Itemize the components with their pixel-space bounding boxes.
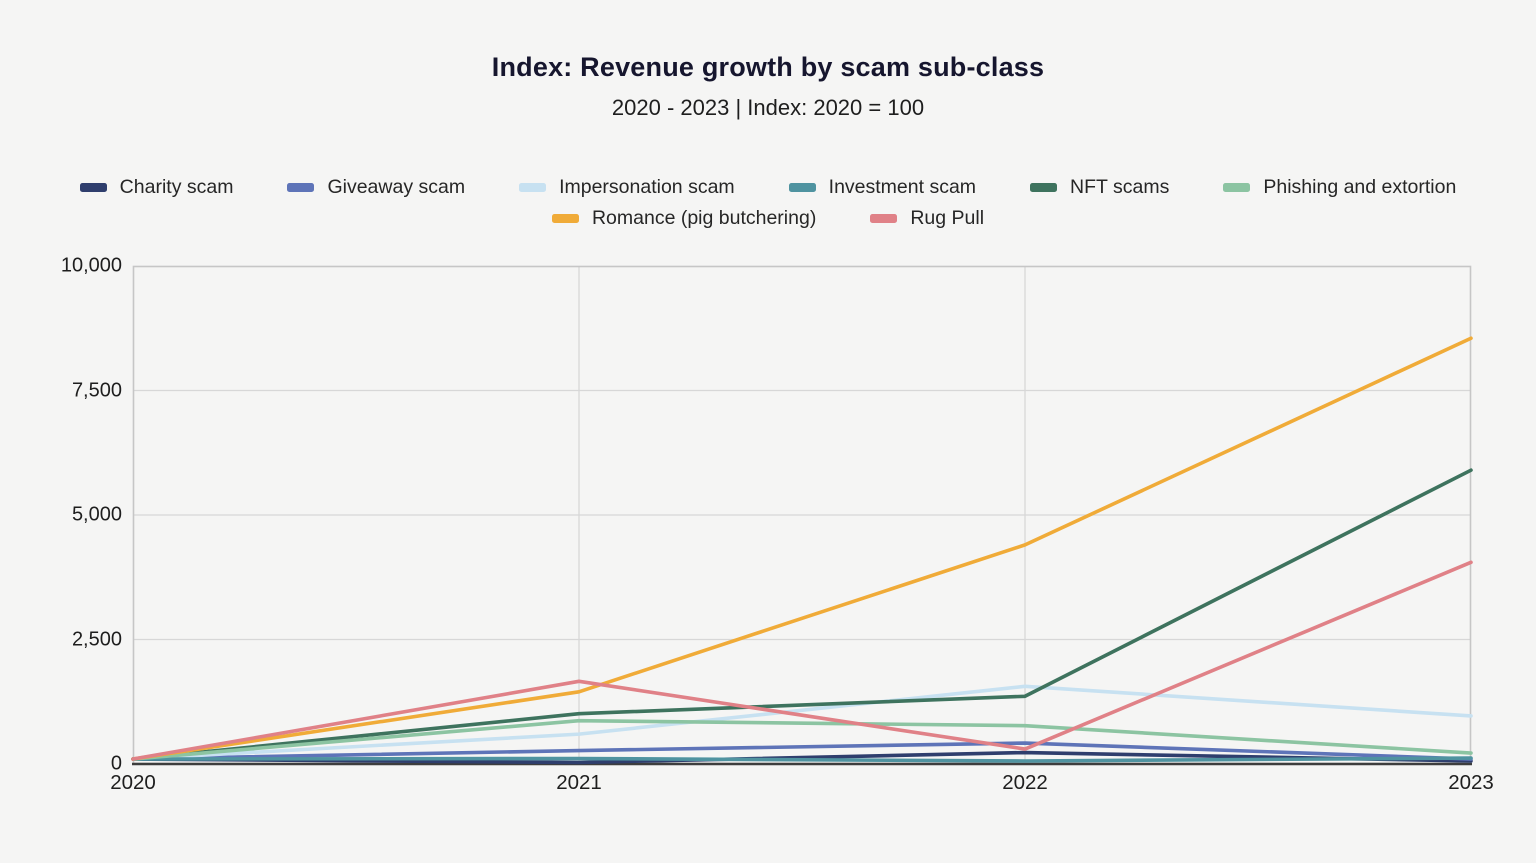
legend-swatch-icon: [1030, 183, 1058, 192]
chart-title: Index: Revenue growth by scam sub-class: [491, 52, 1045, 82]
legend-item-giveaway-scam[interactable]: Giveaway scam: [287, 176, 465, 199]
legend-swatch-icon: [79, 183, 107, 192]
legend-swatch-icon: [1223, 183, 1251, 192]
series-line-impersonation-scam: [131, 684, 1473, 761]
plot-canvas: [131, 265, 1473, 766]
legend-label: NFT scams: [1070, 176, 1170, 198]
series-lines: [131, 336, 1473, 765]
legend-item-nft-scams[interactable]: NFT scams: [1030, 176, 1169, 199]
legend: Charity scam Giveaway scam Impersonation s…: [38, 176, 1498, 230]
legend-label: Charity scam: [119, 176, 234, 198]
legend-label: Phishing and extortion: [1263, 176, 1457, 198]
legend-label: Romance (pig butchering): [591, 207, 817, 229]
legend-item-rug-pull[interactable]: Rug Pull: [870, 207, 984, 230]
legend-swatch-icon: [287, 183, 315, 192]
legend-row-2: Romance (pig butchering) Rug Pull: [38, 207, 1498, 230]
y-tick-label: 5,000: [71, 503, 122, 526]
legend-item-investment-scam[interactable]: Investment scam: [788, 176, 977, 199]
y-tick-label: 2,500: [71, 628, 122, 650]
plot-area: [131, 265, 1473, 766]
legend-label: Investment scam: [828, 176, 977, 198]
x-tick-label: 2023: [1448, 771, 1494, 794]
legend-item-romance-pig-butchering[interactable]: Romance (pig butchering): [551, 207, 817, 230]
y-tick-label: 0: [110, 752, 122, 775]
x-tick-label: 2021: [556, 771, 602, 794]
y-tick-label: 7,500: [71, 379, 122, 401]
legend-item-charity-scam[interactable]: Charity scam: [79, 176, 234, 199]
legend-swatch-icon: [788, 183, 816, 192]
legend-label: Rug Pull: [910, 207, 985, 229]
legend-item-phishing-and-extortion[interactable]: Phishing and extortion: [1223, 176, 1456, 199]
y-axis-ticks: 0 2,500 5,000 7,500 10,000: [0, 255, 122, 775]
series-line-giveaway-scam: [131, 741, 1473, 761]
legend-item-impersonation-scam[interactable]: Impersonation scam: [519, 176, 735, 199]
series-line-romance-pig-butchering: [131, 336, 1473, 761]
series-line-rug-pull: [131, 560, 1473, 761]
series-line-nft-scams: [131, 468, 1473, 761]
legend-label: Impersonation scam: [559, 176, 735, 198]
plot-border: [132, 265, 1472, 766]
legend-swatch-icon: [519, 183, 547, 192]
series-line-phishing-and-extortion: [131, 718, 1473, 761]
chart-subtitle: 2020 - 2023 | Index: 2020 = 100: [611, 95, 925, 120]
x-tick-label: 2020: [110, 771, 156, 794]
legend-row-1: Charity scam Giveaway scam Impersonation s…: [38, 176, 1498, 199]
y-tick-label: 10,000: [60, 254, 122, 277]
legend-label: Giveaway scam: [327, 176, 466, 198]
series-line-charity-scam: [131, 750, 1473, 765]
legend-swatch-icon: [551, 214, 579, 223]
x-axis-ticks: 2020 2021 2022 2023: [110, 771, 1494, 799]
legend-swatch-icon: [870, 214, 898, 223]
gridlines: [133, 266, 1471, 764]
series-line-investment-scam: [131, 756, 1473, 763]
x-tick-label: 2022: [1002, 771, 1048, 794]
